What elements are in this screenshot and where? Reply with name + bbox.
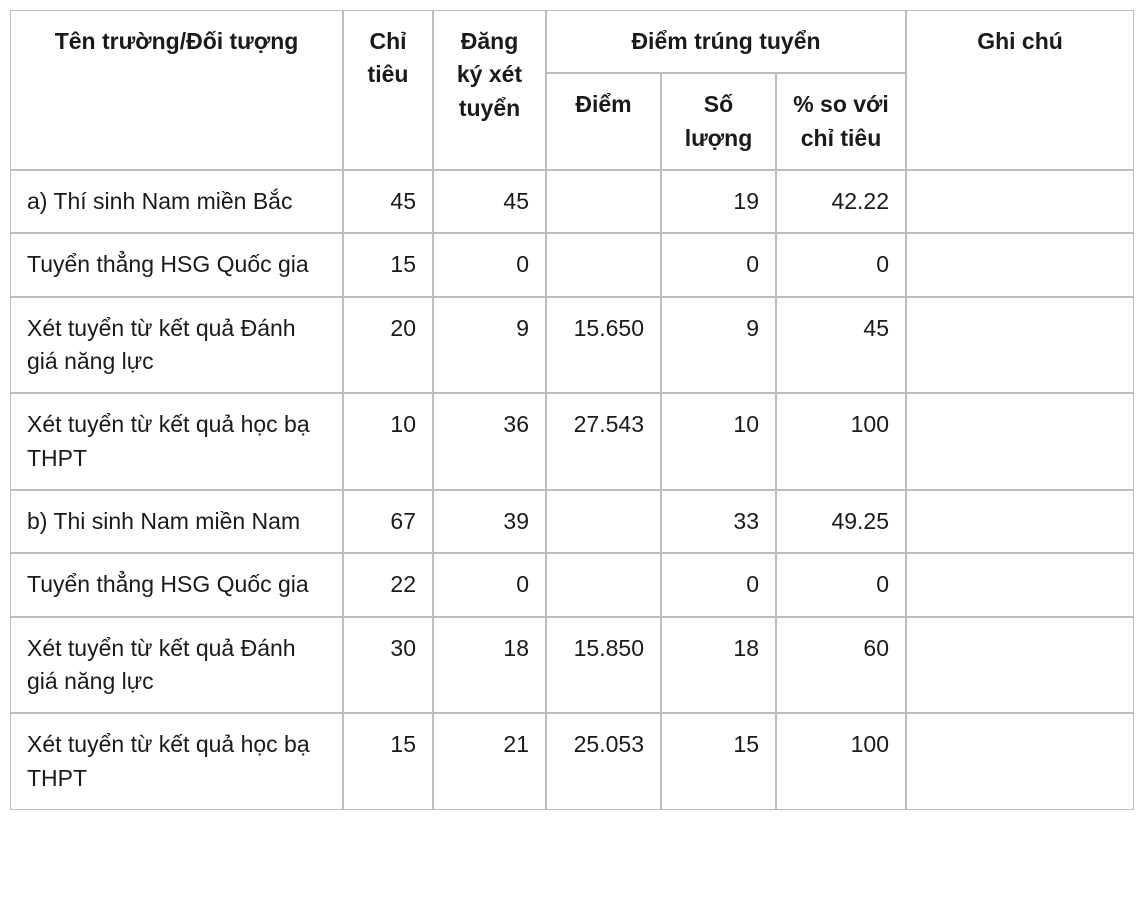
cell-diem: 15.850 [546, 617, 661, 714]
cell-so-luong: 10 [661, 393, 776, 490]
cell-diem [546, 170, 661, 233]
cell-pct: 0 [776, 233, 906, 296]
cell-dang-ky: 21 [433, 713, 546, 810]
cell-ghi-chu [906, 393, 1134, 490]
table-body: a) Thí sinh Nam miền Bắc45451942.22Tuyển… [10, 170, 1134, 810]
cell-ghi-chu [906, 553, 1134, 616]
cell-ghi-chu [906, 233, 1134, 296]
cell-diem: 27.543 [546, 393, 661, 490]
col-header-pct: % so với chỉ tiêu [776, 73, 906, 170]
table-row: Xét tuyển từ kết quả học bạ THPT152125.0… [10, 713, 1134, 810]
cell-chi-tieu: 67 [343, 490, 433, 553]
cell-name: a) Thí sinh Nam miền Bắc [10, 170, 343, 233]
col-header-group-diem-trung-tuyen: Điểm trúng tuyển [546, 10, 906, 73]
col-header-diem: Điểm [546, 73, 661, 170]
col-header-ghi-chu: Ghi chú [906, 10, 1134, 170]
cell-name: Tuyển thẳng HSG Quốc gia [10, 553, 343, 616]
col-header-chi-tieu: Chỉ tiêu [343, 10, 433, 170]
cell-so-luong: 18 [661, 617, 776, 714]
col-header-dang-ky: Đăng ký xét tuyển [433, 10, 546, 170]
cell-ghi-chu [906, 490, 1134, 553]
cell-name: Xét tuyển từ kết quả học bạ THPT [10, 393, 343, 490]
cell-ghi-chu [906, 617, 1134, 714]
table-row: Xét tuyển từ kết quả Đánh giá năng lực20… [10, 297, 1134, 394]
table-row: Tuyển thẳng HSG Quốc gia15000 [10, 233, 1134, 296]
cell-dang-ky: 0 [433, 233, 546, 296]
cell-pct: 45 [776, 297, 906, 394]
cell-diem: 15.650 [546, 297, 661, 394]
cell-chi-tieu: 10 [343, 393, 433, 490]
cell-so-luong: 19 [661, 170, 776, 233]
cell-so-luong: 0 [661, 233, 776, 296]
cell-pct: 100 [776, 713, 906, 810]
admissions-table: Tên trường/Đối tượng Chỉ tiêu Đăng ký xé… [10, 10, 1134, 810]
table-row: a) Thí sinh Nam miền Bắc45451942.22 [10, 170, 1134, 233]
cell-chi-tieu: 45 [343, 170, 433, 233]
cell-name: Xét tuyển từ kết quả học bạ THPT [10, 713, 343, 810]
cell-pct: 49.25 [776, 490, 906, 553]
cell-chi-tieu: 15 [343, 233, 433, 296]
table-row: Xét tuyển từ kết quả Đánh giá năng lực30… [10, 617, 1134, 714]
cell-chi-tieu: 30 [343, 617, 433, 714]
cell-so-luong: 33 [661, 490, 776, 553]
cell-name: Tuyển thẳng HSG Quốc gia [10, 233, 343, 296]
cell-dang-ky: 9 [433, 297, 546, 394]
cell-pct: 0 [776, 553, 906, 616]
col-header-so-luong: Số lượng [661, 73, 776, 170]
cell-chi-tieu: 15 [343, 713, 433, 810]
cell-so-luong: 9 [661, 297, 776, 394]
cell-dang-ky: 39 [433, 490, 546, 553]
cell-dang-ky: 0 [433, 553, 546, 616]
cell-name: Xét tuyển từ kết quả Đánh giá năng lực [10, 617, 343, 714]
table-row: Tuyển thẳng HSG Quốc gia22000 [10, 553, 1134, 616]
cell-ghi-chu [906, 297, 1134, 394]
cell-name: b) Thi sinh Nam miền Nam [10, 490, 343, 553]
col-header-name: Tên trường/Đối tượng [10, 10, 343, 170]
cell-diem [546, 490, 661, 553]
cell-pct: 60 [776, 617, 906, 714]
cell-chi-tieu: 22 [343, 553, 433, 616]
cell-name: Xét tuyển từ kết quả Đánh giá năng lực [10, 297, 343, 394]
cell-so-luong: 0 [661, 553, 776, 616]
cell-diem: 25.053 [546, 713, 661, 810]
cell-dang-ky: 45 [433, 170, 546, 233]
cell-so-luong: 15 [661, 713, 776, 810]
table-row: b) Thi sinh Nam miền Nam6739 3349.25 [10, 490, 1134, 553]
cell-ghi-chu [906, 170, 1134, 233]
cell-chi-tieu: 20 [343, 297, 433, 394]
cell-pct: 42.22 [776, 170, 906, 233]
cell-diem [546, 553, 661, 616]
cell-diem [546, 233, 661, 296]
cell-ghi-chu [906, 713, 1134, 810]
table-row: Xét tuyển từ kết quả học bạ THPT103627.5… [10, 393, 1134, 490]
cell-pct: 100 [776, 393, 906, 490]
cell-dang-ky: 36 [433, 393, 546, 490]
cell-dang-ky: 18 [433, 617, 546, 714]
